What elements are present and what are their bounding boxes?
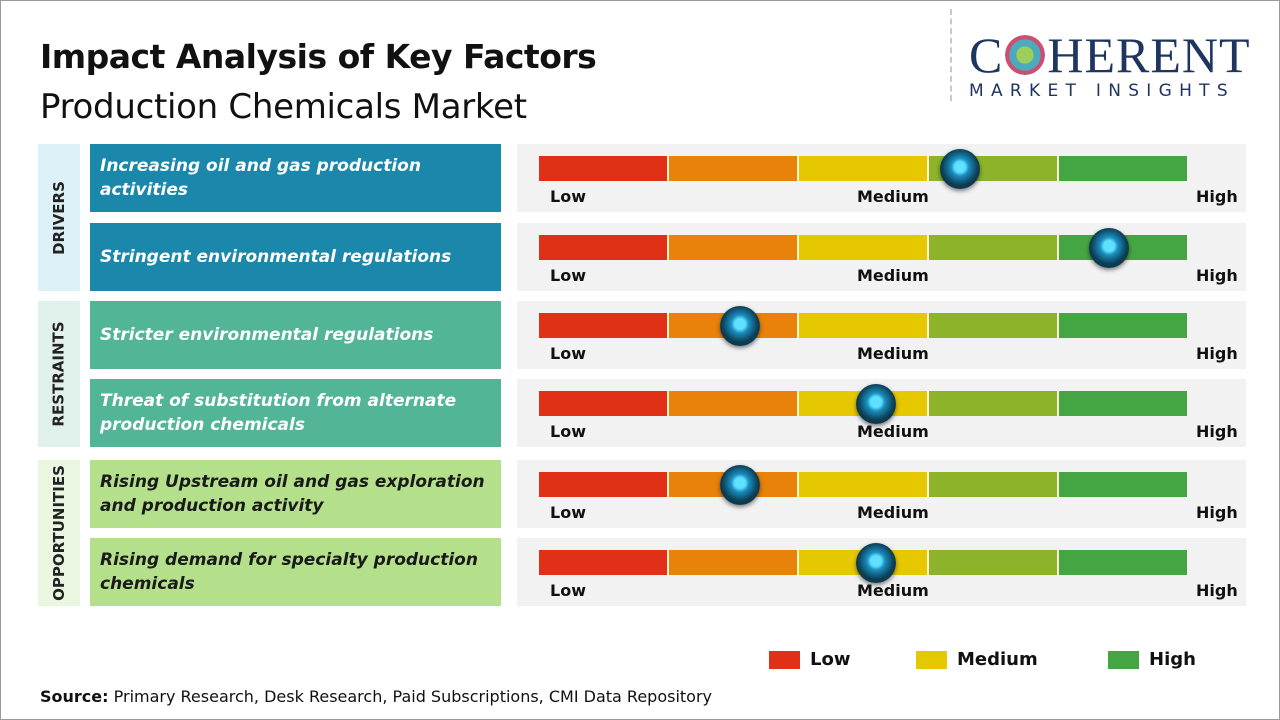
scale-segment xyxy=(929,550,1059,575)
scale-label-high: High xyxy=(1196,187,1238,206)
scale-label-medium: Medium xyxy=(857,266,929,285)
impact-scale-bar xyxy=(539,313,1187,338)
impact-gauge: Low Medium High xyxy=(517,144,1246,212)
legend-swatch-medium xyxy=(916,650,947,669)
scale-segment xyxy=(1059,391,1187,416)
impact-gauge: Low Medium High xyxy=(517,223,1246,291)
legend-medium: Medium xyxy=(916,649,1038,670)
scale-segment xyxy=(929,472,1059,497)
group-label-drivers: DRIVERS xyxy=(38,144,80,291)
legend-swatch-low xyxy=(769,650,800,669)
scale-label-high: High xyxy=(1196,344,1238,363)
group-label-restraints: RESTRAINTS xyxy=(38,301,80,447)
factor-label: Rising demand for specialty production c… xyxy=(90,538,501,606)
scale-label-medium: Medium xyxy=(857,187,929,206)
impact-scale-bar xyxy=(539,391,1187,416)
scale-segment xyxy=(539,472,669,497)
scale-label-medium: Medium xyxy=(857,344,929,363)
impact-marker-icon xyxy=(719,306,760,346)
globe-icon xyxy=(1005,35,1046,75)
scale-label-low: Low xyxy=(550,422,586,441)
scale-segment xyxy=(539,156,669,181)
impact-gauge: Low Medium High xyxy=(517,379,1246,447)
scale-segment xyxy=(929,235,1059,260)
scale-segment xyxy=(1059,313,1187,338)
scale-segment xyxy=(669,156,799,181)
impact-marker-icon xyxy=(719,465,760,505)
scale-label-low: Low xyxy=(550,503,586,522)
scale-segment xyxy=(1059,550,1187,575)
scale-label-high: High xyxy=(1196,581,1238,600)
impact-marker-icon xyxy=(940,149,981,189)
legend-swatch-high xyxy=(1108,650,1139,669)
impact-scale-bar xyxy=(539,235,1187,260)
scale-segment xyxy=(1059,472,1187,497)
page-title: Impact Analysis of Key Factors xyxy=(40,37,597,76)
scale-label-high: High xyxy=(1196,266,1238,285)
impact-scale-bar xyxy=(539,156,1187,181)
scale-segment xyxy=(799,313,929,338)
scale-segment xyxy=(539,313,669,338)
scale-segment xyxy=(799,156,929,181)
scale-segment xyxy=(799,235,929,260)
legend-low: Low xyxy=(769,649,850,670)
scale-segment xyxy=(539,391,669,416)
page-subtitle: Production Chemicals Market xyxy=(40,87,527,127)
scale-label-medium: Medium xyxy=(857,581,929,600)
scale-label-low: Low xyxy=(550,344,586,363)
factor-label: Stringent environmental regulations xyxy=(90,223,501,291)
divider xyxy=(950,9,952,101)
scale-segment xyxy=(669,235,799,260)
impact-scale-bar xyxy=(539,472,1187,497)
scale-label-low: Low xyxy=(550,266,586,285)
scale-segment xyxy=(669,550,799,575)
scale-segment xyxy=(669,391,799,416)
scale-segment xyxy=(539,550,669,575)
scale-label-high: High xyxy=(1196,503,1238,522)
scale-segment xyxy=(929,391,1059,416)
factor-label: Increasing oil and gas production activi… xyxy=(90,144,501,212)
impact-marker-icon xyxy=(855,384,896,424)
impact-marker-icon xyxy=(1089,228,1130,268)
group-label-opportunities: OPPORTUNITIES xyxy=(38,460,80,606)
scale-label-low: Low xyxy=(550,187,586,206)
scale-label-high: High xyxy=(1196,422,1238,441)
scale-label-medium: Medium xyxy=(857,422,929,441)
source-note: Source: Primary Research, Desk Research,… xyxy=(40,687,712,706)
scale-label-medium: Medium xyxy=(857,503,929,522)
impact-gauge: Low Medium High xyxy=(517,538,1246,606)
scale-segment xyxy=(1059,156,1187,181)
impact-gauge: Low Medium High xyxy=(517,301,1246,369)
factor-label: Rising Upstream oil and gas exploration … xyxy=(90,460,501,528)
impact-gauge: Low Medium High xyxy=(517,460,1246,528)
factor-label: Threat of substitution from alternate pr… xyxy=(90,379,501,447)
scale-segment xyxy=(799,472,929,497)
scale-segment xyxy=(929,313,1059,338)
legend-high: High xyxy=(1108,649,1196,670)
scale-label-low: Low xyxy=(550,581,586,600)
company-logo: C HERENT MARKET INSIGHTS xyxy=(969,27,1251,101)
factor-label: Stricter environmental regulations xyxy=(90,301,501,369)
impact-marker-icon xyxy=(855,543,896,583)
scale-segment xyxy=(539,235,669,260)
